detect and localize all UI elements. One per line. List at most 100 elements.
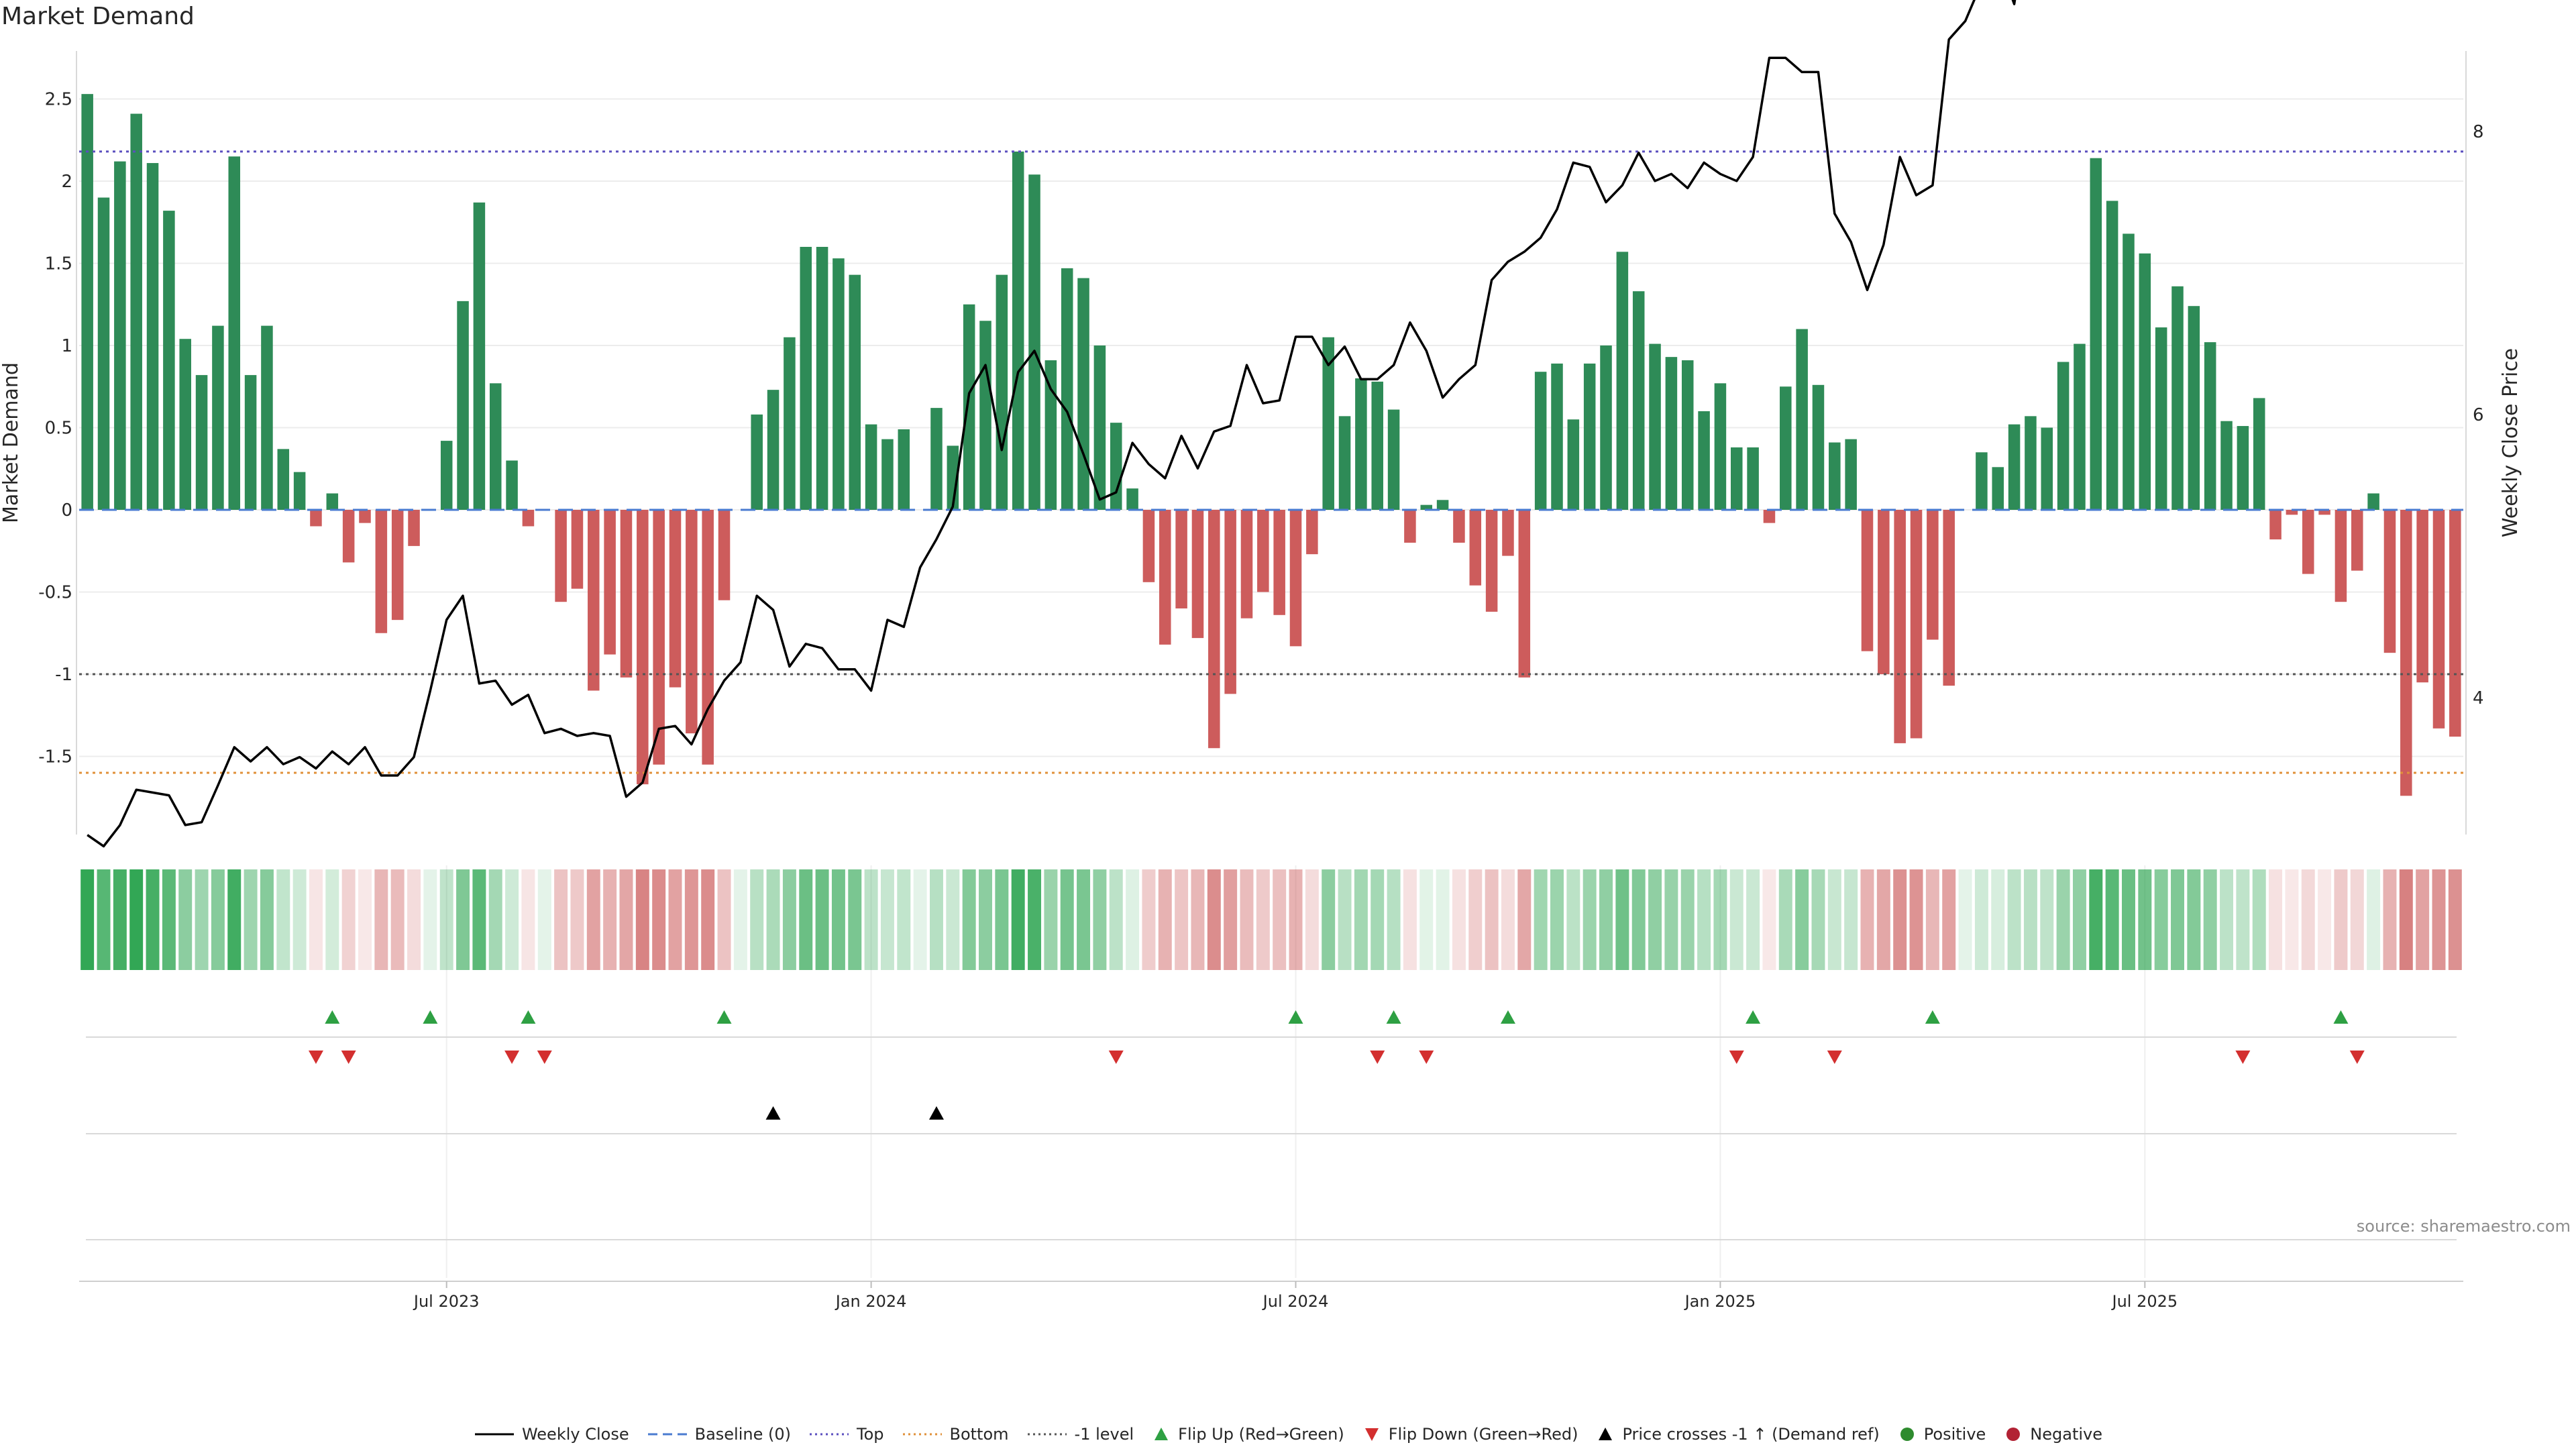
flip-down-marker (1108, 1051, 1124, 1064)
heat-cell (799, 869, 813, 970)
y2-tick-label: 6 (2473, 405, 2484, 425)
heat-cell (146, 869, 160, 970)
flip-down-marker (1729, 1051, 1744, 1064)
heat-cell (619, 869, 633, 970)
heat-cell (195, 869, 209, 970)
demand-bar-negative (1224, 510, 1236, 694)
legend-flip-down-label: Flip Down (Green→Red) (1388, 1425, 1578, 1444)
demand-bar-negative (653, 510, 665, 765)
flip-up-marker (423, 1010, 438, 1024)
flip-up-marker (1746, 1010, 1761, 1024)
demand-bar-negative (1485, 510, 1498, 612)
demand-bar-positive (2171, 286, 2184, 510)
heat-cell (178, 869, 193, 970)
demand-bar-positive (1338, 416, 1351, 510)
y-tick-label: 0 (61, 500, 72, 521)
demand-bar-positive (212, 325, 224, 510)
heat-cell (668, 869, 682, 970)
demand-bar-positive (1681, 360, 1694, 510)
demand-bar-positive (996, 274, 1008, 510)
y-tick-label: 0.5 (45, 419, 72, 439)
demand-bar-positive (489, 383, 502, 510)
demand-bar-positive (2139, 253, 2151, 510)
flip-down-marker (537, 1051, 552, 1064)
heat-cell (1452, 869, 1466, 970)
demand-bar-positive (881, 439, 894, 510)
heat-cell (782, 869, 796, 970)
demand-bar-positive (1649, 343, 1661, 510)
demand-bar-negative (2318, 510, 2330, 515)
heat-cell (276, 869, 290, 970)
heat-cell (1322, 869, 1336, 970)
heat-cell (1207, 869, 1221, 970)
heat-cell (2367, 869, 2381, 970)
heat-cell (1991, 869, 2005, 970)
heat-cell (2269, 869, 2283, 970)
heat-cell (1158, 869, 1172, 970)
demand-bar-positive (293, 472, 306, 510)
demand-bar-positive (228, 156, 241, 510)
heat-cell (554, 869, 568, 970)
demand-bar-positive (440, 441, 453, 510)
demand-bar-negative (1502, 510, 1514, 556)
legend-top-label: Top (857, 1425, 884, 1444)
y-tick-label: -0.5 (38, 583, 72, 603)
demand-bar-negative (718, 510, 731, 600)
heat-cell (1240, 869, 1254, 970)
legend-bottom-label: Bottom (949, 1425, 1009, 1444)
heat-cell (766, 869, 780, 970)
demand-bar-positive (2057, 362, 2070, 510)
heat-cell (1485, 869, 1499, 970)
legend-bottom: Bottom (902, 1424, 1009, 1444)
demand-bar-negative (522, 510, 535, 527)
heat-cell (1876, 869, 1890, 970)
heat-cell (2432, 869, 2446, 970)
y2-tick-label: 8 (2473, 122, 2484, 142)
demand-bars (81, 94, 2461, 796)
demand-bar-positive (1845, 439, 1857, 510)
x-tick-label: Jul 2025 (2110, 1292, 2178, 1311)
demand-bar-positive (833, 258, 845, 510)
demand-bar-negative (1142, 510, 1155, 582)
heat-cell (423, 869, 437, 970)
weekly-close-line (87, 0, 2017, 848)
heat-cell (1371, 869, 1385, 970)
heat-cell (1746, 869, 1760, 970)
demand-bar-positive (1012, 151, 1024, 510)
price-cross-marker (928, 1106, 944, 1120)
heat-cell (1827, 869, 1841, 970)
heat-cell (537, 869, 551, 970)
legend-weekly-close: Weekly Close (474, 1424, 629, 1444)
heat-cell (1224, 869, 1238, 970)
demand-bar-positive (2367, 493, 2379, 510)
demand-bar-negative (1878, 510, 1890, 674)
demand-bar-negative (1469, 510, 1482, 586)
heat-cell (1844, 869, 1858, 970)
demand-bar-positive (1534, 372, 1547, 510)
demand-bar-positive (1796, 329, 1808, 510)
heat-cell (1109, 869, 1123, 970)
heat-cell (717, 869, 731, 970)
heat-cell (407, 869, 421, 970)
flip-down-marker (2235, 1051, 2251, 1064)
heat-cell (2154, 869, 2168, 970)
demand-bar-negative (375, 510, 388, 633)
heat-cell (848, 869, 862, 970)
demand-bar-positive (2237, 426, 2249, 510)
heat-cell (652, 869, 666, 970)
flip-up-marker (1500, 1010, 1515, 1024)
heat-cell (929, 869, 943, 970)
flip-up-marker (716, 1010, 732, 1024)
demand-bar-positive (2155, 327, 2167, 510)
legend-minus-one-swatch (1027, 1433, 1067, 1436)
heat-cell (129, 869, 144, 970)
demand-bar-positive (1583, 363, 1596, 510)
demand-bar-negative (1943, 510, 1955, 686)
flip-up-marker (1925, 1010, 1940, 1024)
heat-cell (1680, 869, 1695, 970)
heat-cell (2220, 869, 2234, 970)
heat-cell (1468, 869, 1483, 970)
heat-cell (1175, 869, 1189, 970)
flip-up-marker (325, 1010, 340, 1024)
heat-cell (2089, 869, 2103, 970)
